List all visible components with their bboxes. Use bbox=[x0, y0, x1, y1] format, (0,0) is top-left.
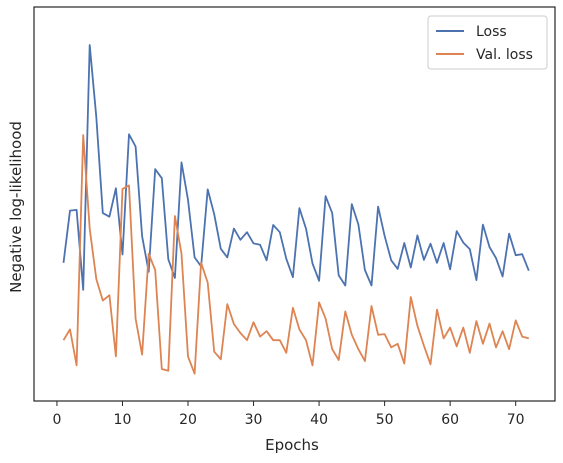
series-lines bbox=[62, 44, 530, 375]
plot-area bbox=[33, 6, 556, 402]
x-tick-label: 20 bbox=[179, 412, 197, 428]
legend-box bbox=[427, 15, 548, 70]
x-axis-ticks: 0 10 20 30 40 50 60 70 bbox=[52, 401, 525, 428]
x-axis-label: Epochs bbox=[265, 436, 319, 454]
series-line-val-loss bbox=[62, 134, 530, 375]
legend: Loss Val. loss bbox=[427, 15, 548, 70]
legend-label-loss: Loss bbox=[476, 24, 507, 40]
y-axis-label: Negative log-likelihood bbox=[7, 121, 25, 293]
x-tick-label: 0 bbox=[52, 412, 61, 428]
x-tick-label: 10 bbox=[114, 412, 132, 428]
x-tick-label: 60 bbox=[441, 412, 459, 428]
x-tick-label: 40 bbox=[310, 412, 328, 428]
x-tick-label: 70 bbox=[507, 412, 525, 428]
x-tick-label: 30 bbox=[245, 412, 263, 428]
x-tick-label: 50 bbox=[376, 412, 394, 428]
legend-label-val-loss: Val. loss bbox=[476, 47, 533, 63]
series-line-loss bbox=[62, 44, 530, 291]
